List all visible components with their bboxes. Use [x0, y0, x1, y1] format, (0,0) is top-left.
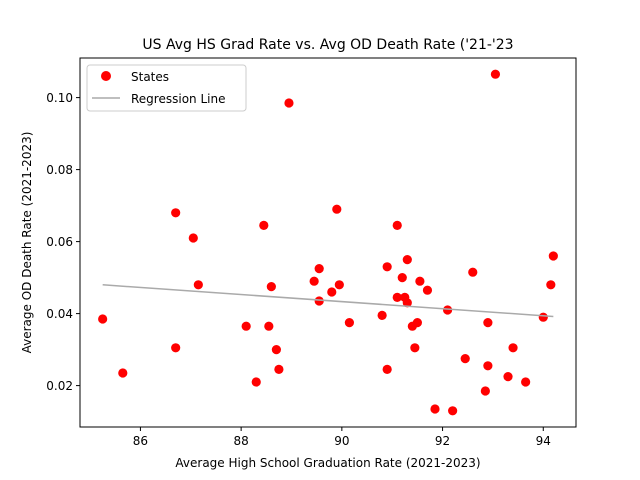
data-point-17: [314, 296, 324, 306]
data-point-46: [508, 343, 518, 353]
data-point-22: [377, 310, 387, 320]
y-tick-label: 0.06: [46, 235, 73, 249]
data-point-42: [483, 318, 493, 328]
data-point-37: [442, 305, 453, 315]
data-point-20: [334, 280, 344, 290]
data-point-27: [397, 273, 407, 283]
x-axis: 86 88 90 92 94: [133, 427, 551, 448]
data-point-23: [382, 262, 392, 272]
data-point-9: [259, 220, 269, 230]
legend-marker-states: [101, 71, 111, 81]
data-point-35: [422, 285, 433, 295]
data-point-25: [392, 292, 402, 302]
data-point-12: [271, 345, 281, 355]
data-point-36: [430, 404, 440, 414]
data-point-7: [241, 321, 251, 331]
data-point-11: [266, 282, 276, 292]
legend-label-regression: Regression Line: [131, 92, 225, 106]
y-axis-label: Average OD Death Rate (2021-2023): [20, 132, 34, 354]
data-point-34: [415, 276, 425, 286]
data-point-2: [118, 368, 128, 378]
y-tick-label: 0.08: [46, 163, 73, 177]
data-point-16: [314, 264, 324, 274]
data-point-47: [521, 377, 531, 387]
data-point-8: [251, 377, 261, 387]
x-tick-label: 86: [133, 434, 148, 448]
data-point-10: [264, 321, 274, 331]
x-tick-label: 94: [536, 434, 551, 448]
y-tick-label: 0.02: [46, 379, 73, 393]
chart-title: US Avg HS Grad Rate vs. Avg OD Death Rat…: [142, 37, 513, 53]
data-point-26: [392, 220, 402, 230]
data-point-40: [468, 267, 478, 277]
data-point-45: [503, 372, 513, 382]
data-point-13: [274, 364, 284, 374]
regression-line: [102, 284, 554, 318]
legend: States Regression Line: [86, 64, 247, 112]
data-point-41: [480, 386, 490, 396]
data-point-18: [327, 287, 337, 297]
data-point-39: [460, 354, 470, 364]
data-point-32: [410, 343, 420, 353]
data-point-1: [98, 314, 108, 324]
data-point-24: [382, 364, 392, 374]
data-point-38: [448, 406, 458, 416]
data-point-6: [193, 280, 203, 290]
x-tick-label: 88: [233, 434, 248, 448]
x-tick-label: 92: [435, 434, 450, 448]
data-point-30: [402, 255, 412, 265]
plot-marks: [98, 69, 558, 416]
legend-label-states: States: [131, 70, 169, 84]
data-point-5: [188, 233, 198, 243]
data-point-19: [332, 204, 342, 214]
data-point-44: [490, 69, 501, 79]
data-point-21: [344, 318, 354, 328]
data-point-15: [309, 276, 319, 286]
data-point-29: [402, 298, 412, 308]
data-point-48: [538, 312, 548, 322]
y-tick-label: 0.10: [46, 91, 73, 105]
y-axis: 0.02 0.04 0.06 0.08 0.10: [46, 91, 80, 393]
data-point-14: [284, 98, 294, 108]
legend-box: [86, 64, 247, 112]
data-point-4: [171, 343, 181, 353]
data-point-50: [548, 251, 558, 261]
data-point-43: [483, 361, 493, 371]
data-point-33: [412, 318, 422, 328]
x-tick-label: 90: [334, 434, 349, 448]
x-axis-label: Average High School Graduation Rate (202…: [175, 456, 480, 470]
plot-frame: [79, 57, 577, 428]
data-point-3: [171, 208, 181, 218]
y-tick-label: 0.04: [46, 307, 73, 321]
data-point-49: [546, 280, 556, 290]
